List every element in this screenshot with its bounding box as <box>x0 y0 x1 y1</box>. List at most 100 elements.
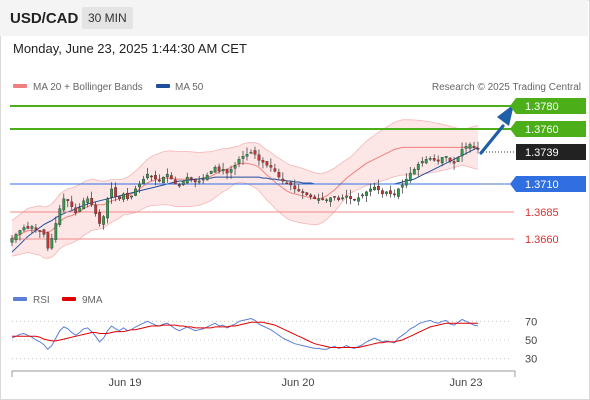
candle-body <box>428 158 432 160</box>
candle-body <box>321 198 325 201</box>
candle-body <box>153 175 157 180</box>
candle <box>281 172 285 185</box>
candle-body <box>122 193 125 200</box>
candle <box>106 196 110 224</box>
candle <box>18 229 22 241</box>
candle <box>245 147 249 161</box>
candle <box>452 156 456 170</box>
candle <box>229 165 233 179</box>
candle-body <box>337 197 340 200</box>
candle-body <box>209 170 213 174</box>
candle <box>436 155 440 165</box>
candle <box>416 161 420 177</box>
candle <box>193 179 197 188</box>
candle <box>377 179 380 195</box>
candle <box>464 142 468 155</box>
candle-body <box>205 174 209 181</box>
bollinger-legend-swatch <box>13 84 27 88</box>
candle-body <box>26 226 30 229</box>
datetime-label: Monday, June 23, 2025 1:44:30 AM CET <box>13 41 247 56</box>
candle <box>38 230 42 238</box>
ma50-line <box>11 146 479 253</box>
candle-body <box>313 196 317 200</box>
candle-body <box>329 197 332 202</box>
candle-body <box>82 200 86 210</box>
support-label-1.3660: 1.3660 <box>525 234 559 246</box>
candle <box>102 214 106 230</box>
candle <box>357 192 360 206</box>
candle-body <box>66 199 70 201</box>
candle-body <box>42 229 46 235</box>
indicator-lines <box>11 119 479 259</box>
candle <box>325 198 329 203</box>
candle <box>209 170 213 175</box>
time-axis: Jun 19 Jun 20 Jun 23 <box>11 370 516 389</box>
candle-body <box>452 161 456 164</box>
candle <box>460 142 464 162</box>
candle <box>74 203 78 216</box>
candle-body <box>400 184 404 188</box>
candle <box>237 156 241 168</box>
symbol-title: USD/CAD <box>10 10 79 27</box>
candle <box>241 150 245 165</box>
rsi-tick-30: 30 <box>525 354 537 366</box>
candle-body <box>30 226 34 229</box>
candle-body <box>237 159 241 164</box>
candle <box>26 221 30 230</box>
candle-body <box>142 178 145 184</box>
candle <box>145 167 149 180</box>
candle-body <box>149 175 153 178</box>
candle <box>169 172 173 180</box>
candle <box>293 179 297 194</box>
candle <box>261 157 265 169</box>
candle-body <box>62 198 66 211</box>
forecast-arrow <box>479 104 514 155</box>
candle-body <box>138 183 141 188</box>
candle-body <box>325 199 329 202</box>
candle <box>189 176 193 183</box>
candle-body <box>46 232 50 249</box>
candle <box>42 228 46 238</box>
candle-body <box>181 180 185 185</box>
candle <box>149 174 153 181</box>
candle-body <box>369 188 372 192</box>
candle <box>309 193 313 200</box>
candle-body <box>277 172 281 178</box>
candle <box>86 195 90 208</box>
candle <box>369 183 372 197</box>
candle-body <box>424 159 428 164</box>
candle-body <box>357 197 360 202</box>
candle <box>265 161 269 168</box>
candle-body <box>389 190 392 195</box>
candle <box>476 141 480 154</box>
candle-body <box>373 186 376 191</box>
candle-body <box>193 179 197 183</box>
candle-body <box>341 197 344 200</box>
candle-body <box>126 192 129 200</box>
candle-body <box>94 204 98 214</box>
candle-body <box>253 150 257 155</box>
candle <box>361 192 364 199</box>
candle <box>329 196 332 207</box>
bollinger-upper-line <box>11 119 479 221</box>
candle <box>50 233 54 250</box>
candle <box>385 191 388 197</box>
candle <box>341 194 344 201</box>
rsi-legend-swatch <box>13 297 27 301</box>
candle <box>181 180 185 186</box>
level-labels: 1.3780 1.3760 1.3739 1.3710 1.3685 1.3660 <box>510 98 586 246</box>
timeframe-badge[interactable]: 30 MIN <box>82 7 133 29</box>
candle <box>142 175 145 185</box>
candle-body <box>393 193 396 196</box>
candle-body <box>416 163 420 170</box>
candle <box>317 193 321 204</box>
candle-body <box>353 198 356 201</box>
candle-body <box>169 175 173 180</box>
candle <box>114 182 118 202</box>
candle-body <box>86 198 90 203</box>
candle <box>397 187 400 200</box>
bollinger-band-fill <box>12 119 478 259</box>
candle <box>185 172 189 184</box>
candle <box>333 196 336 201</box>
